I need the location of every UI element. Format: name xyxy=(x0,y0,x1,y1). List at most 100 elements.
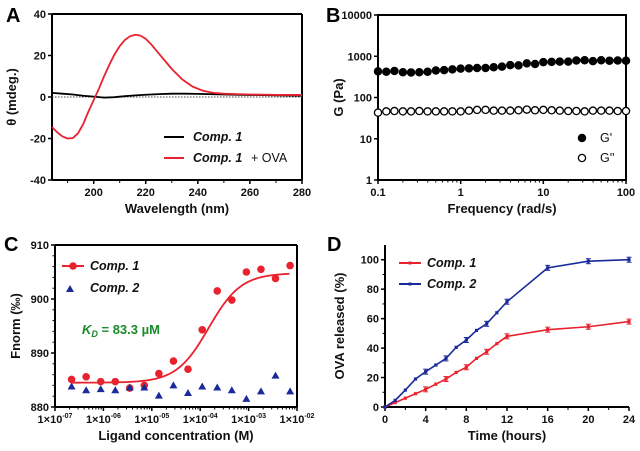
data-point-comp1 xyxy=(155,369,163,378)
x-tick-label: 1×10-04 xyxy=(183,413,218,426)
data-point-comp1 xyxy=(228,296,236,304)
data-point-comp2 xyxy=(413,377,418,381)
data-point-g-prime xyxy=(588,56,598,66)
data-point-comp2 xyxy=(111,386,120,394)
data-point-g-double-prime xyxy=(489,106,498,115)
fit-curve xyxy=(71,272,290,384)
data-point-comp2 xyxy=(256,387,265,395)
data-point-comp1 xyxy=(393,400,397,405)
data-point-comp2 xyxy=(184,388,193,396)
data-point-g-prime xyxy=(613,56,622,65)
y-tick-label: 890 xyxy=(31,348,49,360)
data-point-g-prime xyxy=(382,67,391,77)
data-point-comp1 xyxy=(184,365,192,374)
data-point-g-double-prime xyxy=(555,106,565,115)
data-point-comp1 xyxy=(454,370,458,374)
x-tick-label: 240 xyxy=(189,187,207,199)
y-tick-label: -20 xyxy=(30,134,46,146)
data-point-g-double-prime xyxy=(398,107,408,116)
y-tick-label: 900 xyxy=(31,294,49,306)
y-tick-label: 880 xyxy=(31,402,49,414)
data-point-comp1 xyxy=(198,325,207,334)
legend-marker xyxy=(69,262,77,270)
panel-label: A xyxy=(6,5,20,27)
data-point-comp2 xyxy=(495,311,499,315)
data-point-g-prime xyxy=(431,66,441,75)
data-point-comp1 xyxy=(434,382,438,386)
data-point-g-double-prime xyxy=(572,106,581,116)
data-point-comp2 xyxy=(169,381,178,389)
x-tick-label: 1 xyxy=(458,187,464,199)
data-point-g-double-prime xyxy=(431,107,441,116)
data-point-comp2 xyxy=(213,383,222,391)
data-point-g-double-prime xyxy=(522,105,532,114)
x-tick-label: 1×10-02 xyxy=(280,413,315,426)
data-point-comp1 xyxy=(111,377,120,386)
data-point-g-prime xyxy=(580,55,589,65)
data-point-comp2 xyxy=(125,383,134,391)
data-point-g-double-prime xyxy=(373,108,383,117)
data-point-comp1 xyxy=(413,392,418,396)
legend-marker xyxy=(408,261,412,265)
legend-marker xyxy=(577,133,587,143)
data-point-g-prime xyxy=(596,55,606,65)
data-point-comp1 xyxy=(257,265,265,274)
data-point-g-double-prime xyxy=(563,106,573,116)
data-point-g-double-prime xyxy=(472,105,482,115)
y-tick-label: 20 xyxy=(367,373,379,385)
data-point-comp2 xyxy=(82,386,91,394)
data-point-comp2 xyxy=(96,385,105,393)
legend-label: G'' xyxy=(600,151,615,165)
data-point-comp1 xyxy=(286,261,294,270)
y-tick-label: 1000 xyxy=(348,51,372,63)
data-point-g-double-prime xyxy=(539,105,548,115)
x-tick-label: 260 xyxy=(241,187,259,199)
y-axis-title: G (Pa) xyxy=(331,78,346,116)
data-point-g-prime xyxy=(406,68,416,77)
x-tick-label: 4 xyxy=(423,414,430,426)
x-tick-label: 100 xyxy=(617,187,635,199)
data-point-g-double-prime xyxy=(530,106,540,115)
legend-label-comp1: Comp. 1 xyxy=(427,256,476,270)
data-point-comp1 xyxy=(495,342,499,346)
data-point-comp1 xyxy=(169,357,178,365)
data-point-g-prime xyxy=(547,57,556,67)
data-point-g-prime xyxy=(390,66,399,76)
data-point-comp1 xyxy=(242,268,251,276)
x-axis-title: Wavelength (nm) xyxy=(125,201,229,216)
data-point-comp2 xyxy=(286,387,295,395)
legend-label-ova-suffix: + OVA xyxy=(251,151,288,165)
y-axis-title: Fnorm (‰) xyxy=(8,293,23,359)
y-tick-label: 10000 xyxy=(341,10,372,22)
data-point-g-double-prime xyxy=(580,107,589,116)
data-point-g-double-prime xyxy=(456,107,465,116)
y-tick-label: 60 xyxy=(367,314,379,326)
x-axis-title: Time (hours) xyxy=(468,428,547,443)
x-tick-label: 0.1 xyxy=(370,187,385,199)
data-point-g-prime xyxy=(448,65,457,74)
data-point-g-prime xyxy=(530,59,540,69)
legend-label-comp1-ova: Comp. 1 xyxy=(193,151,242,165)
data-point-comp1 xyxy=(96,377,105,386)
data-point-g-double-prime xyxy=(415,106,424,116)
y-tick-label: 1 xyxy=(366,175,372,187)
x-tick-label: 20 xyxy=(582,414,594,426)
y-tick-label: 100 xyxy=(361,255,379,267)
kd-annotation: KD = 83.3 µM xyxy=(82,322,160,339)
y-tick-label: 0 xyxy=(40,92,46,104)
data-point-comp1 xyxy=(403,396,407,400)
x-tick-label: 8 xyxy=(463,414,469,426)
data-point-comp2 xyxy=(154,391,163,399)
legend-label-comp2: Comp. 2 xyxy=(90,281,139,295)
data-point-g-double-prime xyxy=(423,107,432,116)
y-tick-label: 0 xyxy=(373,402,379,414)
data-point-g-double-prime xyxy=(596,106,606,115)
data-point-comp1 xyxy=(474,356,479,360)
data-point-comp1 xyxy=(213,287,222,295)
data-point-comp1 xyxy=(82,372,90,381)
data-point-g-prime xyxy=(373,67,383,76)
data-point-g-prime xyxy=(514,61,523,70)
plot-frame xyxy=(377,14,627,181)
y-tick-label: -40 xyxy=(30,175,46,187)
